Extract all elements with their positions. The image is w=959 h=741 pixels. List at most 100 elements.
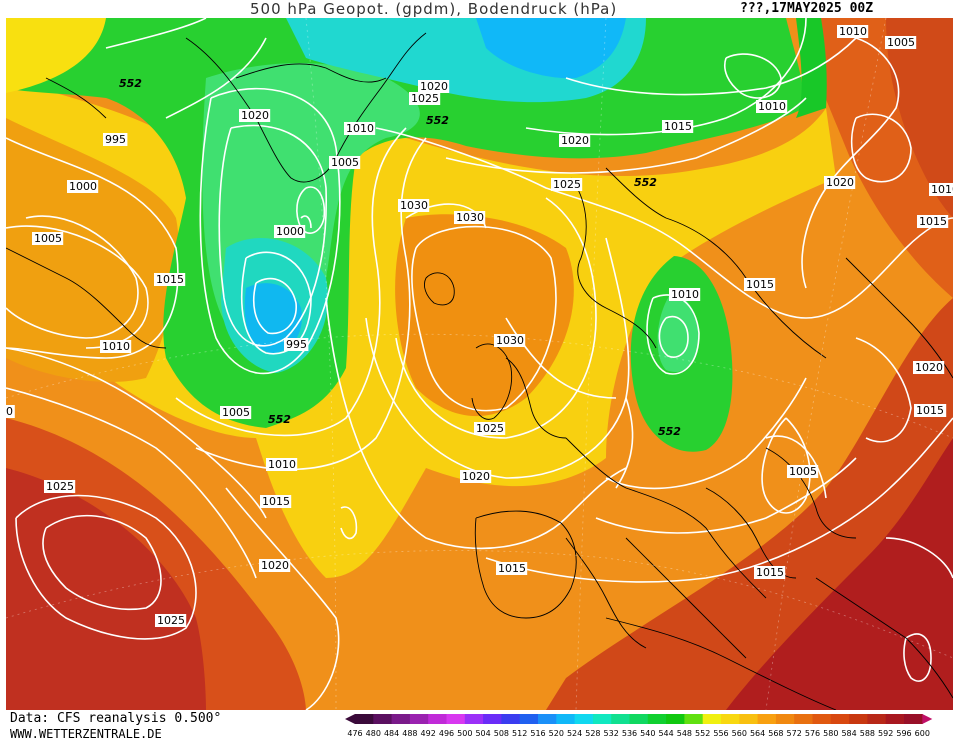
legend-swatch [666, 714, 685, 724]
legend-swatch [812, 714, 832, 724]
isobar-label: 1020 [826, 176, 854, 189]
isobar-label-box [914, 404, 946, 417]
legend-tick-label: 584 [841, 729, 856, 738]
isobar-label: 1020 [462, 470, 490, 483]
isobar-label-box [662, 120, 694, 133]
legend-tick-label: 560 [732, 729, 747, 738]
legend-swatch [373, 714, 393, 724]
legend-tick-label: 516 [530, 729, 545, 738]
legend-swatch [428, 714, 447, 724]
isobar-label: 1020 [561, 134, 589, 147]
legend-tick-label: 544 [658, 729, 673, 738]
weather-map: 1010 1005 552 1020 995 1015 1025 1020 552 1010 100… [6, 18, 953, 710]
isobar-label: 1030 [456, 211, 484, 224]
isobar-label-box [344, 122, 376, 135]
legend-arrow-right [922, 714, 933, 724]
legend-tick-label: 496 [439, 729, 454, 738]
legend-swatch [446, 714, 466, 724]
map-header: 500 hPa Geopot. (gpdm), Bodendruck (hPa)… [0, 0, 959, 18]
isobar-labels: 1010 1005 552 1020 995 1015 1025 1020 552 1010 100… [6, 25, 953, 627]
legend-tick-label: 528 [585, 729, 600, 738]
legend-swatch [464, 714, 484, 724]
legend-tick-label: 488 [402, 729, 417, 738]
legend-tick-label: 504 [475, 729, 490, 738]
legend-tick-label: 600 [915, 729, 930, 738]
isobar-label: 1010 [758, 100, 786, 113]
contour-552-label: 552 [268, 413, 291, 426]
data-source-label: Data: CFS reanalysis 0.500° [10, 711, 222, 726]
contour-552-label: 552 [426, 114, 449, 127]
isobar-label: 1015 [156, 273, 184, 286]
isobar-label-box [559, 134, 591, 147]
isobar-label-box [929, 183, 953, 196]
legend-swatch [391, 714, 411, 724]
isobar-label-box [100, 340, 132, 353]
isobar-label: 1020 [241, 109, 269, 122]
isobar-label-box [274, 225, 306, 238]
isobar-label: 1005 [887, 36, 915, 49]
isobar-label: 1020 [915, 361, 943, 374]
legend-tick-label: 596 [896, 729, 911, 738]
legend-tick-label: 532 [604, 729, 619, 738]
isobar-label: 1025 [157, 614, 185, 627]
isobar-label: 1015 [916, 404, 944, 417]
legend-tick-label: 552 [695, 729, 710, 738]
isobar-label-box [787, 465, 819, 478]
isobar-label-box [754, 566, 786, 579]
legend-swatch [830, 714, 850, 724]
isobar-label-box [837, 25, 869, 38]
isobar-label-box [824, 176, 856, 189]
isobar-label-box [744, 278, 776, 291]
isobar-label: 1005 [34, 232, 62, 245]
isobar-label: 995 [105, 133, 126, 146]
isobar-label-box [418, 80, 450, 93]
isobar-label: 1025 [46, 480, 74, 493]
legend-swatch [409, 714, 429, 724]
isobar-label-box [259, 559, 291, 572]
legend-swatch [885, 714, 905, 724]
legend-swatch [574, 714, 594, 724]
legend-tick-label: 564 [750, 729, 765, 738]
isobar-label: 1025 [476, 422, 504, 435]
isobar-label: 1015 [756, 566, 784, 579]
website-label: WWW.WETTERZENTRALE.DE [10, 727, 162, 741]
isobar-label-box [260, 495, 292, 508]
isobar-label: 1015 [262, 495, 290, 508]
legend-swatch [592, 714, 612, 724]
field-lightorange-west [6, 118, 179, 382]
isobar-label: 0 [6, 405, 13, 418]
field-blue-greenland [476, 18, 626, 79]
legend-tick-label: 476 [347, 729, 362, 738]
isobar-label-box [474, 422, 506, 435]
legend-swatch [556, 714, 576, 724]
isobar-label-box [551, 178, 583, 191]
map-title: 500 hPa Geopot. (gpdm), Bodendruck (hPa) [250, 0, 618, 18]
map-footer: Data: CFS reanalysis 0.500° WWW.WETTERZE… [0, 710, 959, 741]
isobar-label-box [329, 156, 361, 169]
isobar-label: 1000 [276, 225, 304, 238]
isobar-label: 1010 [268, 458, 296, 471]
legend-swatch [849, 714, 868, 724]
legend-tick-label: 492 [421, 729, 436, 738]
legend-swatch [721, 714, 740, 724]
legend-swatch [739, 714, 759, 724]
isobar-label: 1015 [664, 120, 692, 133]
isobar-label: 1030 [400, 199, 428, 212]
legend-tick-label: 580 [823, 729, 838, 738]
legend-swatch [483, 714, 502, 724]
isobar-label: 1015 [919, 215, 947, 228]
isobar-label: 1015 [498, 562, 526, 575]
isobar-label: 1005 [331, 156, 359, 169]
legend-swatch [501, 714, 521, 724]
legend-arrow-left [345, 714, 355, 724]
isobar-label: 1000 [69, 180, 97, 193]
color-legend: 476 480 484 488 492 496 500 504 508 512 516 520 524 5… [345, 714, 933, 738]
field-darkred-se [726, 438, 953, 710]
isobar-label-box [669, 288, 701, 301]
legend-tick-label: 592 [878, 729, 893, 738]
legend-swatch [611, 714, 630, 724]
isobar-label: 1015 [746, 278, 774, 291]
isobar-label-box [398, 199, 430, 212]
isobar-label-box [409, 92, 441, 105]
isobar-label-box [460, 470, 492, 483]
